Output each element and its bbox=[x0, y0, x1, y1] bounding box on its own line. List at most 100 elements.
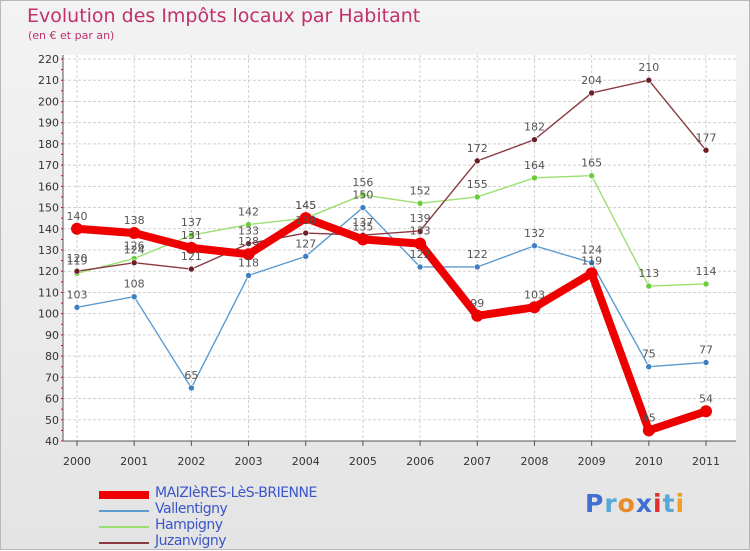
data-label: 114 bbox=[696, 265, 717, 278]
data-label: 177 bbox=[696, 131, 717, 144]
data-point bbox=[242, 248, 255, 261]
data-label: 138 bbox=[124, 214, 145, 227]
data-point bbox=[642, 424, 655, 437]
data-label: 77 bbox=[699, 343, 713, 356]
data-point bbox=[73, 267, 81, 275]
data-point bbox=[645, 363, 653, 371]
data-point bbox=[473, 157, 481, 165]
legend-swatch bbox=[99, 526, 149, 528]
data-point bbox=[473, 263, 481, 271]
data-label: 99 bbox=[470, 297, 484, 310]
y-tick-label: 60 bbox=[45, 393, 59, 406]
grid-layer bbox=[63, 55, 736, 442]
data-point bbox=[185, 241, 198, 254]
x-tick-label: 2004 bbox=[292, 455, 320, 468]
data-label: 145 bbox=[295, 199, 316, 212]
x-tick-label: 2011 bbox=[692, 455, 720, 468]
legend-label: Juzanvigny bbox=[155, 533, 227, 549]
data-point bbox=[188, 265, 195, 273]
x-tick-label: 2010 bbox=[635, 455, 663, 468]
logo-letter: P bbox=[585, 489, 605, 518]
data-point bbox=[528, 301, 541, 314]
logo-letter: r bbox=[604, 489, 618, 518]
data-label: 133 bbox=[410, 225, 431, 238]
data-point bbox=[645, 282, 653, 290]
data-label: 131 bbox=[181, 229, 202, 242]
data-label: 138 bbox=[295, 214, 316, 227]
y-tick-label: 210 bbox=[38, 74, 59, 87]
data-label: 137 bbox=[352, 216, 373, 229]
logo-letter: i bbox=[653, 489, 663, 518]
data-label: 54 bbox=[699, 392, 713, 405]
data-point bbox=[299, 212, 312, 225]
data-point bbox=[416, 227, 424, 235]
data-point bbox=[588, 89, 595, 97]
data-label: 103 bbox=[67, 288, 88, 301]
logo-letter: o bbox=[617, 489, 636, 518]
data-point bbox=[359, 204, 367, 211]
data-point bbox=[588, 259, 595, 267]
data-point bbox=[245, 272, 252, 279]
legend-label: Vallentigny bbox=[155, 501, 228, 517]
data-point bbox=[245, 221, 252, 228]
data-label: 127 bbox=[295, 237, 316, 250]
data-point bbox=[702, 280, 710, 288]
data-point bbox=[531, 136, 538, 143]
y-tick-label: 70 bbox=[45, 371, 59, 384]
data-point bbox=[588, 172, 595, 180]
chart-subtitle: (en € et par an) bbox=[28, 29, 115, 42]
data-label: 155 bbox=[467, 178, 488, 191]
data-label: 150 bbox=[352, 189, 373, 202]
data-label: 156 bbox=[352, 176, 373, 189]
y-tick-label: 150 bbox=[38, 202, 59, 215]
data-label: 75 bbox=[642, 348, 656, 361]
logo-letter: t bbox=[662, 489, 676, 518]
data-label: 119 bbox=[67, 254, 88, 267]
data-point bbox=[188, 384, 195, 392]
y-tick-label: 160 bbox=[38, 180, 59, 193]
y-tick-label: 190 bbox=[38, 117, 59, 130]
data-point bbox=[702, 359, 710, 366]
y-tick-label: 90 bbox=[45, 329, 59, 342]
data-label: 204 bbox=[581, 74, 602, 87]
x-tick-label: 2002 bbox=[177, 455, 205, 468]
series-line-hampigny bbox=[76, 175, 707, 287]
legend-label: Hampigny bbox=[155, 517, 223, 533]
x-tick-label: 2008 bbox=[520, 455, 548, 468]
data-label: 122 bbox=[410, 248, 431, 261]
data-label: 122 bbox=[467, 248, 488, 261]
y-tick-label: 130 bbox=[38, 244, 59, 257]
data-point bbox=[473, 193, 481, 201]
data-point bbox=[128, 227, 141, 240]
data-point bbox=[302, 229, 310, 237]
data-label: 164 bbox=[524, 159, 545, 172]
legend-swatch bbox=[99, 542, 149, 544]
data-point bbox=[130, 259, 138, 267]
data-label: 113 bbox=[638, 267, 659, 280]
y-tick-label: 200 bbox=[38, 95, 59, 108]
data-point bbox=[414, 237, 427, 250]
data-point bbox=[302, 253, 310, 260]
data-point bbox=[71, 222, 83, 235]
data-point bbox=[416, 200, 424, 207]
data-point bbox=[585, 267, 598, 280]
chart-title: Evolution des Impôts locaux par Habitant bbox=[27, 5, 421, 27]
x-tick-label: 2007 bbox=[463, 455, 491, 468]
logo-letter: i bbox=[675, 489, 686, 518]
data-label: 210 bbox=[638, 61, 659, 74]
data-label: 45 bbox=[642, 411, 656, 424]
x-tick-label: 2000 bbox=[63, 455, 91, 468]
y-tick-label: 140 bbox=[38, 223, 59, 236]
data-label: 132 bbox=[524, 227, 545, 240]
data-point bbox=[700, 405, 712, 418]
y-tick-label: 40 bbox=[45, 435, 59, 448]
data-point bbox=[416, 263, 424, 271]
y-tick-label: 220 bbox=[38, 53, 59, 66]
x-tick-label: 2003 bbox=[235, 455, 263, 468]
x-tick-label: 2005 bbox=[349, 455, 377, 468]
data-label: 182 bbox=[524, 121, 545, 134]
legend-swatch bbox=[99, 491, 149, 499]
